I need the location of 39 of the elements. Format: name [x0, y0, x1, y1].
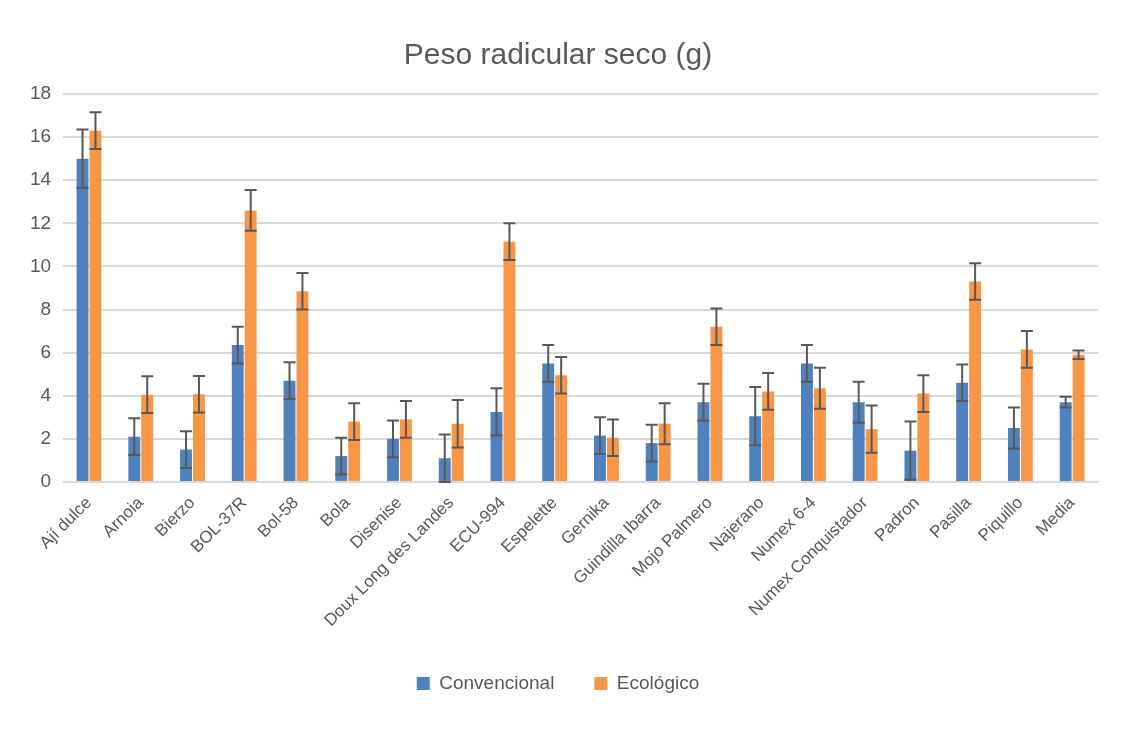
bar	[800, 363, 813, 481]
bar	[296, 291, 309, 481]
bar	[231, 345, 244, 481]
bar	[451, 423, 464, 481]
bar	[542, 363, 555, 481]
bar	[762, 391, 775, 481]
y-tick-label: 4	[40, 383, 52, 405]
bar	[813, 388, 826, 481]
y-tick-label: 16	[29, 125, 52, 147]
bar	[956, 382, 969, 481]
bar	[917, 393, 930, 481]
bar	[399, 419, 412, 481]
legend-label: Ecológico	[616, 671, 700, 693]
bar	[503, 241, 516, 481]
bar	[193, 394, 205, 481]
y-tick-label: 18	[29, 82, 52, 104]
bar	[710, 326, 723, 481]
y-tick-label: 12	[29, 211, 52, 233]
bar	[1020, 349, 1033, 481]
y-tick-label: 10	[29, 254, 52, 276]
legend-label: Convencional	[439, 671, 555, 693]
y-tick-label: 0	[40, 470, 52, 492]
y-tick-label: 6	[40, 340, 52, 362]
y-tick-label: 2	[40, 427, 52, 449]
bar	[1059, 402, 1072, 481]
bar	[89, 130, 102, 481]
bar	[1072, 354, 1085, 481]
bar	[852, 402, 865, 481]
y-tick-label: 8	[40, 297, 52, 319]
bar	[141, 394, 154, 481]
bar	[348, 421, 361, 481]
bar	[969, 281, 982, 481]
bar	[76, 158, 89, 481]
y-tick-label: 14	[29, 168, 52, 190]
bar	[749, 416, 762, 481]
bar	[555, 375, 568, 481]
bar	[244, 210, 257, 481]
chart-title: Peso radicular seco (g)	[403, 37, 713, 71]
x-tick-label: Bola	[316, 492, 355, 531]
